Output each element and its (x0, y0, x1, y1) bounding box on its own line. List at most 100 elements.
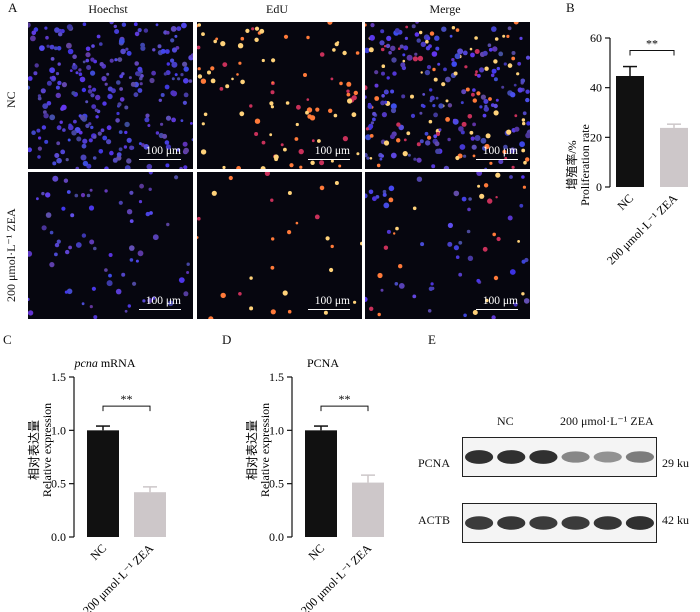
y-axis-label-en: Relative expression (40, 403, 54, 497)
cell-nucleus (171, 90, 178, 97)
cell-nucleus (461, 196, 467, 202)
cell-nucleus (412, 294, 417, 299)
cell-nucleus (437, 62, 441, 66)
cell-nucleus (264, 172, 270, 176)
cell-nucleus (171, 117, 177, 123)
cell-nucleus (491, 68, 497, 74)
cell-nucleus (118, 200, 123, 205)
cell-nucleus (119, 74, 124, 79)
cell-nucleus (137, 72, 141, 77)
cell-nucleus (133, 92, 139, 98)
cell-nucleus (142, 299, 146, 303)
cell-nucleus (88, 205, 95, 211)
cell-nucleus (315, 107, 320, 112)
cell-nucleus (482, 246, 488, 252)
cell-nucleus (44, 139, 49, 144)
cell-nucleus (143, 144, 150, 150)
cell-nucleus (406, 131, 411, 136)
cell-nucleus (412, 206, 417, 211)
cell-nucleus (112, 157, 118, 163)
cell-nucleus (330, 77, 334, 81)
cell-nucleus (390, 89, 395, 94)
panel-letter-a: A (8, 0, 18, 15)
cell-nucleus (52, 161, 57, 166)
cell-nucleus (381, 71, 385, 76)
cell-nucleus (462, 50, 468, 56)
cell-nucleus (386, 229, 391, 234)
cell-nucleus (285, 101, 290, 105)
cell-nucleus (251, 27, 255, 31)
cell-nucleus (133, 22, 138, 27)
cell-nucleus (46, 80, 52, 86)
cell-nucleus (82, 138, 88, 144)
cell-nucleus (179, 166, 183, 169)
cell-nucleus (365, 47, 370, 54)
cell-nucleus (525, 55, 530, 60)
cell-nucleus (513, 22, 519, 25)
panel-letter-c: C (3, 332, 12, 347)
cell-nucleus (476, 91, 481, 96)
cell-nucleus (480, 137, 487, 144)
scale-bar-label: 100 μm (482, 295, 518, 307)
cell-nucleus (64, 290, 68, 294)
blot-band (561, 516, 590, 530)
cell-nucleus (398, 47, 401, 50)
cell-nucleus (425, 39, 429, 44)
cell-nucleus (523, 298, 530, 304)
cell-nucleus (493, 103, 498, 109)
cell-nucleus (222, 165, 226, 169)
cell-nucleus (143, 28, 149, 33)
cell-nucleus (319, 185, 325, 191)
cell-nucleus (455, 28, 460, 32)
y-tick-label: 0.0 (51, 530, 66, 544)
cell-nucleus (445, 99, 449, 103)
scale-bar (139, 308, 181, 310)
cell-nucleus (479, 193, 485, 199)
cell-nucleus (74, 193, 79, 198)
cell-nucleus (101, 76, 107, 82)
cell-nucleus (377, 272, 383, 279)
bar (134, 492, 166, 537)
scale-bar-label: 100 μm (145, 295, 181, 307)
cell-nucleus (114, 58, 118, 62)
cell-nucleus (388, 197, 394, 203)
cell-nucleus (79, 76, 86, 83)
scale-bar-label: 100 μm (482, 145, 518, 157)
cell-nucleus (404, 36, 408, 40)
cell-nucleus (65, 249, 70, 255)
cell-nucleus (130, 81, 136, 87)
y-tick-label: 0 (596, 180, 602, 194)
cell-nucleus (317, 139, 321, 143)
cell-nucleus (381, 94, 385, 98)
panel-letter-d: D (222, 332, 232, 347)
cell-nucleus (54, 27, 60, 33)
cell-nucleus (433, 134, 438, 139)
cell-nucleus (445, 76, 451, 83)
cell-nucleus (353, 300, 357, 304)
cell-nucleus (245, 28, 250, 33)
cell-nucleus (249, 104, 253, 108)
cell-nucleus (420, 41, 426, 47)
cell-nucleus (36, 197, 39, 201)
cell-nucleus (525, 89, 530, 94)
cell-nucleus (78, 72, 83, 76)
scale-bar (476, 158, 518, 160)
cell-nucleus (28, 76, 33, 81)
cell-nucleus (429, 88, 433, 92)
cell-nucleus (441, 82, 446, 87)
cell-nucleus (428, 119, 433, 124)
cell-nucleus (134, 61, 139, 66)
cell-nucleus (494, 37, 499, 41)
blot-band (497, 450, 526, 464)
y-tick-label: 60 (590, 31, 602, 45)
cell-nucleus (453, 245, 459, 251)
cell-nucleus (447, 103, 453, 108)
cell-nucleus (144, 117, 150, 123)
cell-nucleus (261, 140, 266, 145)
scale-bar (308, 158, 350, 160)
cell-nucleus (114, 29, 120, 34)
cell-nucleus (91, 44, 95, 48)
cell-nucleus (417, 55, 424, 62)
cell-nucleus (106, 280, 113, 287)
cell-nucleus (429, 99, 433, 103)
